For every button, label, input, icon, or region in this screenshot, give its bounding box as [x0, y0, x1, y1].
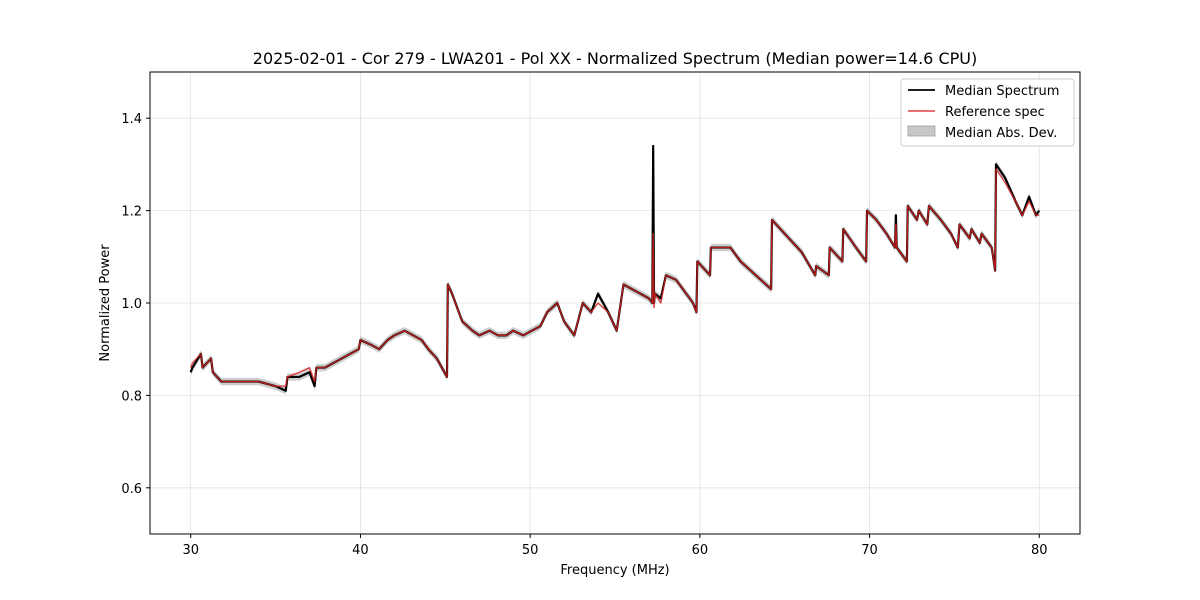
chart-title: 2025-02-01 - Cor 279 - LWA201 - Pol XX -…: [253, 49, 977, 68]
x-axis-label: Frequency (MHz): [560, 563, 669, 578]
legend-mad-label: Median Abs. Dev.: [945, 126, 1057, 141]
legend: Median Spectrum Reference spec Median Ab…: [900, 78, 1075, 147]
x-tick-label: 30: [182, 543, 199, 558]
x-tick-label: 60: [692, 543, 709, 558]
axis-ticks: 30 40 50 60 70 80 0.6 0.8 1.0 1.2 1.4: [121, 112, 1047, 558]
y-tick-label: 1.0: [121, 297, 142, 312]
y-tick-label: 0.8: [121, 389, 142, 404]
y-axis-label: Normalized Power: [98, 244, 113, 362]
legend-reference-label: Reference spec: [945, 105, 1045, 120]
x-tick-label: 50: [522, 543, 539, 558]
legend-median-label: Median Spectrum: [945, 84, 1059, 99]
y-tick-label: 1.4: [121, 112, 142, 127]
legend-mad-swatch: [907, 125, 936, 137]
y-tick-label: 0.6: [121, 482, 142, 497]
x-tick-label: 80: [1031, 543, 1048, 558]
x-tick-label: 40: [352, 543, 369, 558]
legend-box: [900, 78, 1075, 147]
reference-spectrum-line: [190, 168, 1040, 387]
series-lines: [189, 144, 1041, 392]
y-tick-label: 1.2: [121, 205, 142, 220]
x-tick-label: 70: [861, 543, 878, 558]
